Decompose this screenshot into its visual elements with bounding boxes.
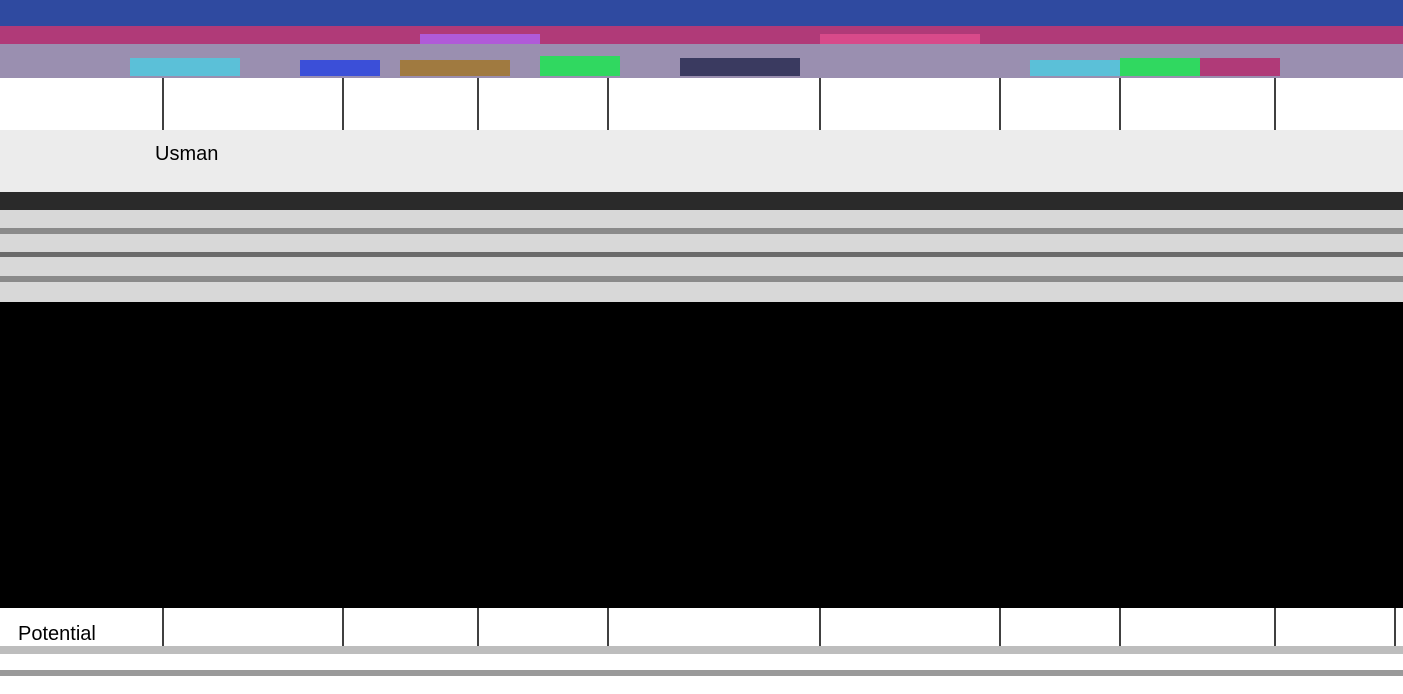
table-row — [0, 78, 1403, 130]
header-block — [130, 58, 240, 76]
header-block — [1030, 60, 1120, 76]
header-band — [0, 26, 1403, 44]
table-row-bar — [0, 192, 1403, 210]
header-block — [680, 58, 800, 76]
stripe — [0, 670, 1403, 676]
header-block — [300, 60, 380, 76]
header-block — [540, 56, 620, 76]
stripe — [0, 646, 1403, 654]
header-block — [820, 34, 980, 44]
column-dividers — [162, 78, 1396, 646]
user-name: Usman — [155, 143, 218, 165]
header-band — [0, 0, 1403, 26]
stripe — [0, 276, 1403, 282]
stripe — [0, 252, 1403, 257]
header-block — [420, 34, 540, 44]
footer-label: Potential — [18, 623, 96, 645]
content-panel — [0, 302, 1403, 608]
header-block — [400, 60, 510, 76]
stripe — [0, 228, 1403, 234]
header-block — [1120, 58, 1200, 76]
header-block — [1200, 58, 1280, 76]
